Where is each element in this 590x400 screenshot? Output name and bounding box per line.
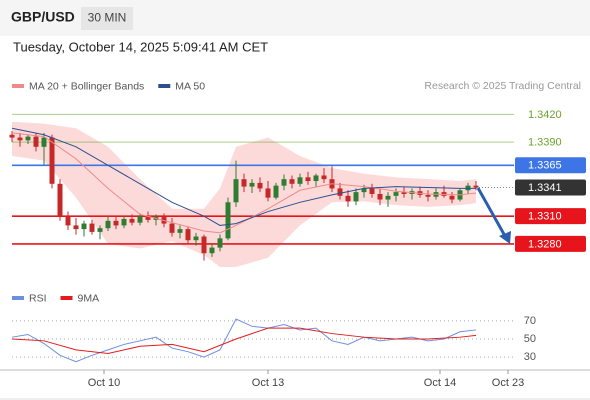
- candle-body: [449, 195, 455, 200]
- bollinger-band: [12, 121, 476, 268]
- candle-body: [129, 218, 135, 223]
- candle-body: [281, 179, 287, 186]
- candle-body: [225, 202, 231, 239]
- candle-body: [201, 236, 207, 254]
- candle-body: [289, 179, 295, 184]
- candle-body: [393, 192, 399, 196]
- forecast-arrow: [476, 187, 507, 237]
- candle-body: [65, 216, 71, 226]
- moving-average: [11, 127, 476, 226]
- indicator-line: [11, 318, 477, 363]
- interval-badge[interactable]: [81, 7, 133, 30]
- candle-body: [241, 179, 247, 187]
- level-label: 1.3420: [528, 109, 562, 121]
- candle-body: [89, 223, 95, 232]
- y-tick-label: 70: [524, 315, 536, 327]
- level-label: 1.3310: [528, 211, 562, 223]
- candle-body: [193, 236, 199, 241]
- x-tick-label: Oct 14: [424, 377, 456, 389]
- candle-body: [361, 188, 367, 193]
- candle-body: [113, 220, 119, 226]
- moving-average: [11, 132, 477, 234]
- candle-body: [17, 137, 23, 141]
- candle-body: [137, 216, 143, 223]
- level-box: [515, 179, 586, 196]
- level-label: 1.3390: [528, 137, 562, 149]
- candle-body: [401, 192, 407, 194]
- candle-body: [377, 193, 383, 200]
- legend-label: RSI: [29, 292, 47, 304]
- x-tick-label: Oct 10: [88, 377, 120, 389]
- legend-swatch: [158, 84, 171, 88]
- timestamp: Tuesday, October 14, 2025 5:09:41 AM CET: [13, 39, 268, 54]
- candle-body: [185, 229, 191, 241]
- candle-body: [97, 228, 103, 232]
- credit: Research © 2025 Trading Central: [424, 80, 581, 92]
- candle-body: [25, 136, 31, 141]
- candle-body: [473, 185, 479, 188]
- candle-body: [81, 223, 87, 230]
- candle-body: [297, 177, 303, 184]
- candle-body: [313, 175, 319, 182]
- candle-body: [321, 175, 327, 180]
- candle-body: [121, 218, 127, 226]
- candle-body: [345, 195, 351, 202]
- candle-body: [57, 183, 63, 217]
- candle-body: [49, 137, 55, 184]
- candle-body: [105, 220, 111, 229]
- legend-label: 9MA: [78, 292, 100, 304]
- candle-body: [337, 188, 343, 196]
- candle-body: [273, 185, 279, 198]
- x-tick-label: Oct 23: [492, 377, 524, 389]
- forecast-arrow-head: [499, 231, 511, 244]
- legend-swatch: [60, 296, 73, 300]
- level-label: 1.3280: [528, 238, 562, 250]
- candle-body: [169, 223, 175, 233]
- interval: 30 MIN: [88, 11, 127, 25]
- legend-label: MA 50: [175, 80, 205, 92]
- level-box: [515, 235, 586, 252]
- x-tick-label: Oct 13: [252, 377, 284, 389]
- candle-body: [217, 238, 223, 248]
- symbol: GBP/USD: [11, 9, 75, 25]
- legend-swatch: [12, 84, 24, 88]
- candle-body: [249, 182, 255, 187]
- candle-body: [257, 182, 263, 189]
- level-label: 1.3365: [528, 160, 562, 172]
- y-tick-label: 30: [524, 351, 536, 363]
- level-label: 1.3341: [528, 182, 562, 194]
- candle-body: [9, 134, 15, 138]
- legend-label: MA 20 + Bollinger Bands: [29, 80, 144, 92]
- level-box: [515, 208, 586, 225]
- candle-body: [177, 229, 183, 233]
- candle-body: [209, 247, 215, 254]
- candle-body: [145, 216, 151, 220]
- indicator-line: [11, 327, 477, 355]
- legend-swatch: [12, 296, 24, 300]
- candle-body: [233, 179, 239, 203]
- candle-body: [265, 188, 271, 198]
- level-box: [515, 157, 586, 174]
- candle-body: [41, 137, 47, 147]
- candle-body: [353, 192, 359, 202]
- candle-body: [73, 225, 79, 230]
- candle-body: [305, 177, 311, 182]
- y-tick-label: 50: [524, 333, 536, 345]
- candle-body: [33, 136, 39, 147]
- candle-body: [385, 195, 391, 200]
- candle-body: [369, 188, 375, 194]
- candle-body: [425, 194, 431, 197]
